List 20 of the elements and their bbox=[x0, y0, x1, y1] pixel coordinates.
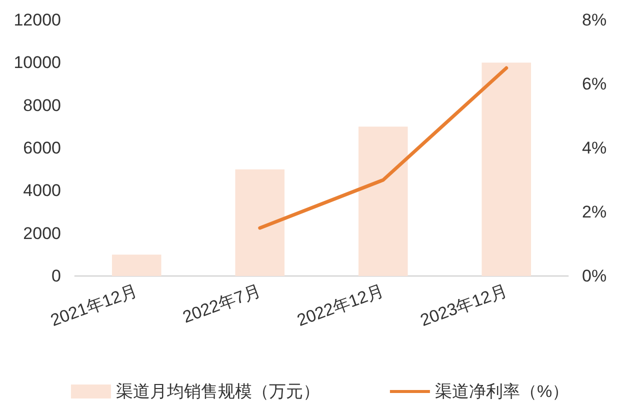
y-tick-label: 4000 bbox=[23, 181, 61, 200]
y-tick-label: 8000 bbox=[23, 96, 61, 115]
y-tick-label: 12000 bbox=[14, 10, 61, 30]
bar bbox=[482, 62, 532, 276]
y2-tick-label: 6% bbox=[582, 74, 607, 94]
bar bbox=[235, 169, 285, 276]
bar bbox=[358, 126, 408, 276]
x-tick-label: 2023年12月 bbox=[418, 281, 510, 330]
y-tick-label: 6000 bbox=[23, 138, 61, 158]
y2-tick-label: 8% bbox=[582, 10, 607, 30]
legend-label: 渠道月均销售规模（万元） bbox=[116, 382, 320, 401]
y-tick-label: 10000 bbox=[14, 53, 61, 72]
y-tick-label: 2000 bbox=[23, 224, 61, 243]
y2-tick-label: 4% bbox=[582, 138, 607, 158]
bar bbox=[112, 254, 162, 276]
x-tick-label: 2022年7月 bbox=[180, 281, 264, 327]
legend-label: 渠道净利率（%） bbox=[434, 382, 570, 401]
y2-tick-label: 2% bbox=[582, 202, 607, 222]
x-tick-label: 2022年12月 bbox=[294, 281, 386, 330]
y2-tick-label: 0% bbox=[582, 266, 607, 286]
